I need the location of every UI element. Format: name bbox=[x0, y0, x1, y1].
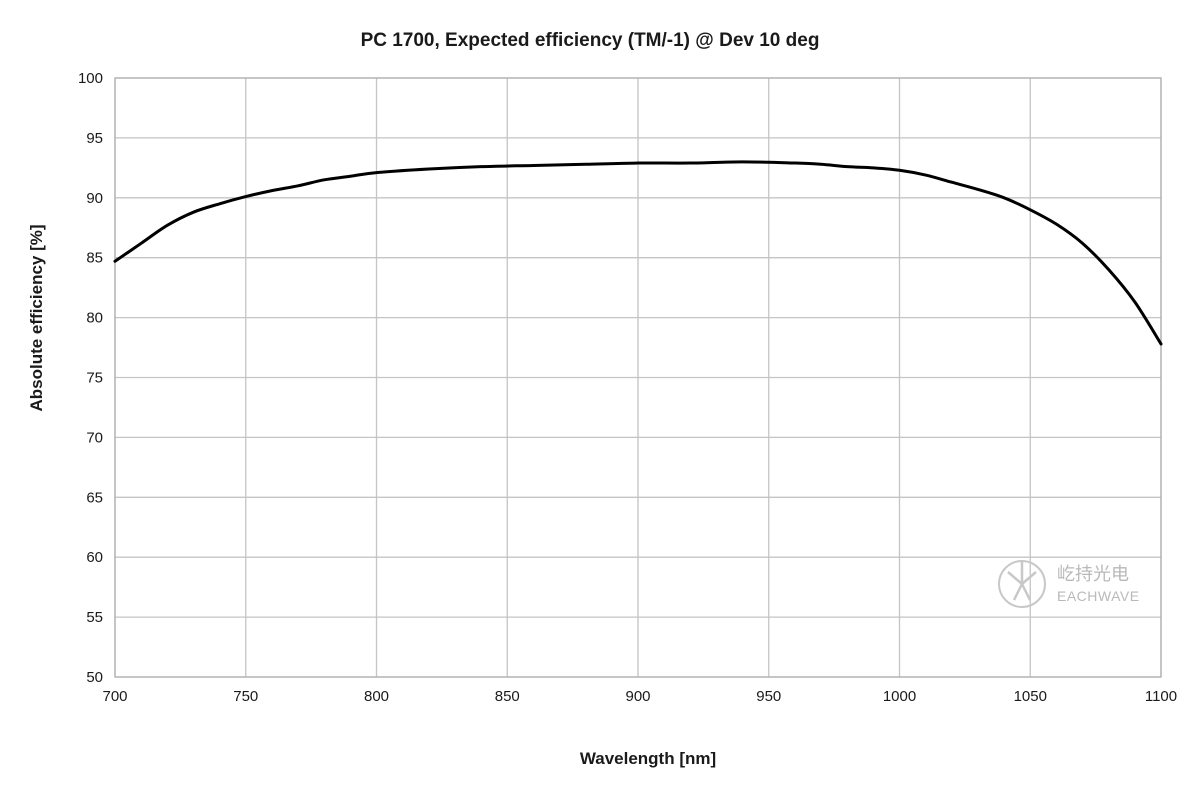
y-tick-label: 70 bbox=[86, 429, 103, 446]
watermark-cn-text: 屹持光电 bbox=[1057, 564, 1129, 584]
y-tick-label: 85 bbox=[86, 250, 103, 267]
x-axis-ticks: 700 750 800 850 900 950 1000 1050 1100 bbox=[102, 688, 1177, 705]
x-tick-label: 700 bbox=[102, 688, 127, 705]
y-tick-label: 55 bbox=[86, 609, 103, 626]
y-tick-label: 100 bbox=[78, 70, 103, 87]
chart-title: PC 1700, Expected efficiency (TM/-1) @ D… bbox=[361, 30, 820, 51]
x-tick-label: 1050 bbox=[1014, 688, 1047, 705]
grid-lines bbox=[114, 77, 1162, 678]
x-tick-label: 950 bbox=[756, 688, 781, 705]
x-tick-label: 750 bbox=[233, 688, 258, 705]
x-tick-label: 1000 bbox=[883, 688, 916, 705]
y-axis-ticks: 50 55 60 65 70 75 80 85 90 95 100 bbox=[78, 70, 103, 686]
y-tick-label: 90 bbox=[86, 190, 103, 207]
y-tick-label: 60 bbox=[86, 549, 103, 566]
y-tick-label: 65 bbox=[86, 489, 103, 506]
y-axis-label: Absolute efficiency [%] bbox=[27, 224, 46, 411]
x-tick-label: 850 bbox=[495, 688, 520, 705]
efficiency-curve bbox=[113, 160, 1163, 346]
x-tick-label: 800 bbox=[364, 688, 389, 705]
watermark: 屹持光电 EACHWAVE bbox=[998, 560, 1140, 608]
y-tick-label: 50 bbox=[86, 669, 103, 686]
x-tick-label: 900 bbox=[625, 688, 650, 705]
y-tick-label: 95 bbox=[86, 130, 103, 147]
y-tick-label: 75 bbox=[86, 370, 103, 387]
x-axis-label: Wavelength [nm] bbox=[580, 749, 716, 768]
eachwave-logo-icon bbox=[998, 560, 1046, 608]
x-tick-label: 1100 bbox=[1145, 688, 1177, 705]
watermark-en-text: EACHWAVE bbox=[1057, 588, 1140, 604]
y-tick-label: 80 bbox=[86, 310, 103, 327]
plot-area bbox=[114, 77, 1162, 678]
